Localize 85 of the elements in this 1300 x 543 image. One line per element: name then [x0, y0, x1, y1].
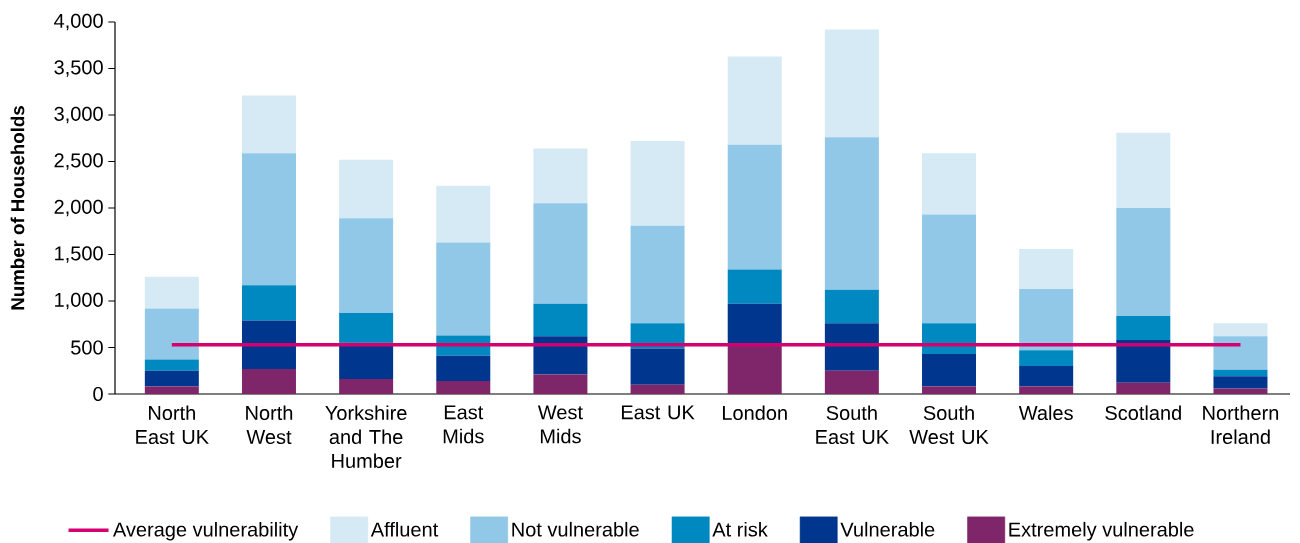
- bar: [922, 153, 977, 215]
- y-tick-label: 3,500: [54, 60, 103, 77]
- bar: [339, 218, 394, 314]
- bar: [436, 380, 491, 394]
- bar: [533, 303, 588, 337]
- bar: [144, 359, 199, 371]
- bar: [630, 225, 685, 324]
- bar: [533, 374, 588, 394]
- y-tick-label: 4,000: [54, 13, 103, 31]
- bar: [922, 386, 977, 394]
- y-tick-label: 3,000: [54, 106, 103, 124]
- bar: [241, 368, 296, 394]
- bar: [1116, 315, 1171, 341]
- bar: [1116, 382, 1171, 394]
- bar: [144, 370, 199, 387]
- legend-label: At risk: [712, 521, 768, 537]
- y-tick-label: 0: [93, 386, 103, 402]
- x-tick-label: North West: [246, 405, 293, 445]
- bar: [436, 185, 491, 243]
- x-tick-label: Yorkshire and The Humber: [325, 405, 407, 469]
- bar: [241, 320, 296, 369]
- bar: [339, 159, 394, 219]
- legend-label: Vulnerable: [840, 521, 935, 537]
- bar: [922, 214, 977, 324]
- bar: [824, 323, 879, 371]
- bar: [1213, 369, 1268, 377]
- bar: [533, 336, 588, 375]
- bar: [630, 348, 685, 385]
- y-axis-title: Number of Households: [10, 106, 25, 310]
- bar: [436, 355, 491, 381]
- bar: [727, 56, 782, 145]
- bar: [533, 148, 588, 204]
- legend-label: Not vulnerable: [512, 521, 639, 537]
- bar: [1116, 132, 1171, 208]
- bar: [436, 242, 491, 336]
- bar: [1019, 248, 1074, 289]
- legend-label: Average vulnerability: [112, 521, 299, 541]
- bar: [824, 289, 879, 324]
- bar: [144, 308, 199, 360]
- bar: [824, 370, 879, 394]
- bar: [1019, 386, 1074, 394]
- bar: [144, 276, 199, 309]
- bar: [1019, 366, 1074, 387]
- bar: [1116, 340, 1171, 383]
- bar: [1019, 350, 1074, 367]
- bar: [922, 323, 977, 355]
- x-tick-label: North East UK: [136, 405, 209, 445]
- bar: [1213, 376, 1268, 389]
- bar: [241, 153, 296, 286]
- bar: [727, 144, 782, 270]
- bar: [922, 354, 977, 387]
- x-tick-label: Scotland: [1105, 405, 1181, 421]
- x-tick-label: East UK: [621, 405, 695, 420]
- bar: [339, 379, 394, 394]
- bar: [339, 313, 394, 343]
- bar: [727, 303, 782, 344]
- x-tick-label: South East UK: [816, 405, 889, 445]
- bar: [241, 285, 296, 321]
- bar: [727, 343, 782, 394]
- bar: [824, 137, 879, 290]
- y-tick-label: 2,500: [54, 153, 103, 170]
- y-tick-label: 1,500: [55, 246, 103, 263]
- x-tick-label: Northern Ireland: [1203, 405, 1279, 445]
- bar: [727, 269, 782, 304]
- bar: [1116, 208, 1171, 316]
- y-tick-label: 2,000: [54, 199, 103, 217]
- bar: [241, 95, 296, 154]
- x-tick-label: London: [722, 405, 787, 421]
- bar: [824, 29, 879, 138]
- bar: [1213, 323, 1268, 337]
- bar: [1213, 388, 1268, 394]
- bar: [630, 141, 685, 226]
- x-tick-label: West Mids: [537, 405, 583, 444]
- bar: [1019, 288, 1074, 351]
- legend-label: Affluent: [370, 521, 439, 537]
- x-tick-label: South West UK: [909, 405, 989, 445]
- bar: [533, 203, 588, 304]
- legend-label: Extremely vulnerable: [1009, 521, 1194, 541]
- y-tick-label: 500: [71, 340, 103, 355]
- x-tick-label: Wales: [1018, 405, 1073, 421]
- bar: [630, 384, 685, 394]
- y-tick-label: 1,000: [55, 292, 103, 310]
- x-tick-label: East Mids: [443, 405, 484, 444]
- bar: [1213, 336, 1268, 370]
- bar: [144, 386, 199, 394]
